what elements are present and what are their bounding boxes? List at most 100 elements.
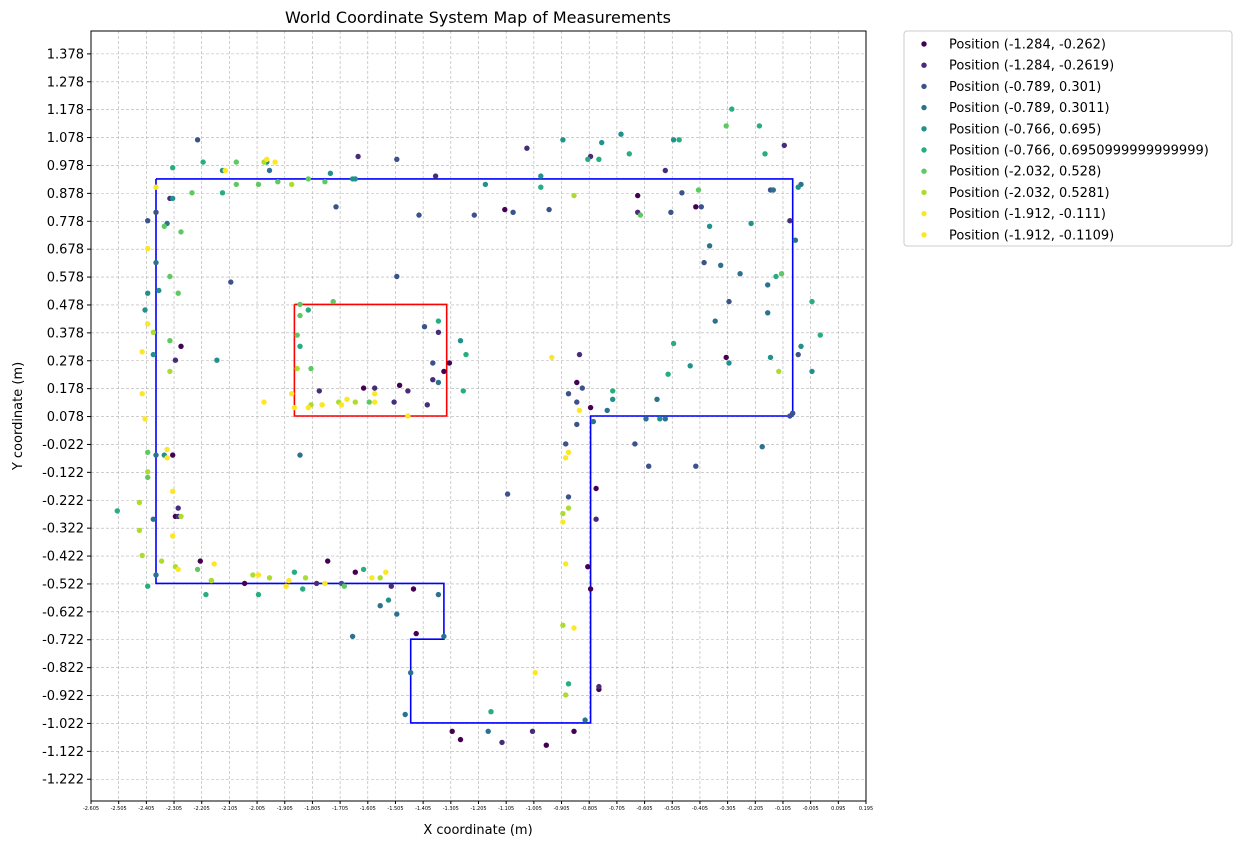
y-tick-label: -1.222 [42, 773, 84, 788]
scatter-point [402, 711, 408, 718]
scatter-point [737, 271, 743, 277]
scatter-point [668, 209, 674, 215]
scatter-point [302, 575, 309, 581]
scatter-point [136, 499, 143, 506]
scatter-point [264, 156, 270, 162]
scatter-point [441, 368, 447, 375]
scatter-point [626, 151, 632, 157]
scatter-point [565, 681, 572, 687]
y-tick-label: 1.078 [47, 131, 84, 146]
scatter-point [726, 360, 732, 366]
scatter-point [275, 179, 281, 185]
scatter-point [773, 273, 779, 280]
scatter-point [383, 569, 389, 575]
scatter-point [338, 402, 345, 408]
scatter-point [457, 736, 464, 743]
scatter-point [214, 357, 220, 363]
scatter-point [817, 332, 823, 338]
scatter-point [485, 728, 491, 734]
scatter-point [643, 416, 649, 422]
scatter-point [563, 561, 569, 567]
scatter-point [305, 176, 311, 182]
scatter-point [289, 181, 295, 188]
x-tick-label: -0.905 [553, 806, 569, 812]
scatter-point [325, 558, 331, 564]
scatter-point [610, 388, 616, 394]
scatter-point [145, 469, 151, 475]
scatter-point [538, 184, 544, 190]
scatter-point [646, 463, 652, 469]
red-box [293, 303, 448, 417]
scatter-point [170, 452, 176, 458]
scatter-point [599, 139, 605, 146]
scatter-point [291, 404, 298, 411]
scatter-point [770, 187, 776, 193]
scatter-point [297, 343, 303, 349]
scatter-point [430, 377, 436, 383]
legend-entry: Position (-0.789, 0.301) [949, 80, 1101, 95]
x-tick-label: -2.005 [249, 806, 265, 812]
scatter-point [360, 385, 367, 391]
scatter-point [352, 399, 358, 405]
scatter-point [341, 583, 347, 589]
scatter-point [316, 388, 322, 394]
scatter-point [150, 329, 156, 335]
scatter-point [413, 630, 419, 637]
scatter-point [565, 449, 572, 455]
x-tick-label: -0.005 [803, 806, 819, 812]
y-tick-label: -0.522 [42, 577, 84, 592]
x-tick-label: -1.605 [360, 806, 376, 812]
scatter-point [723, 123, 729, 129]
legend-frame [903, 30, 1233, 247]
scatter-point [170, 533, 176, 539]
scatter-point [560, 519, 566, 525]
legend-marker [921, 147, 927, 153]
y-tick-label: -1.122 [42, 745, 84, 760]
y-tick-label: 0.878 [47, 187, 84, 202]
legend-marker [921, 210, 927, 217]
scatter-point [344, 396, 350, 402]
scatter-point [261, 399, 267, 405]
legend-entry: Position (-1.284, -0.262) [949, 38, 1106, 53]
scatter-point [255, 591, 262, 598]
scatter-point [145, 218, 151, 224]
y-tick-label: -1.022 [42, 717, 84, 732]
x-tick-label: -1.905 [277, 806, 293, 812]
y-tick-label: 1.278 [47, 75, 84, 90]
legend-marker [921, 168, 927, 174]
legend: Position (-1.284, -0.262) Position (-1.28… [903, 30, 1233, 247]
scatter-point [795, 351, 801, 358]
scatter-point [488, 709, 494, 715]
x-tick-label: -0.805 [581, 806, 597, 812]
scatter-point [587, 586, 594, 592]
scatter-point [272, 159, 278, 165]
y-tick-label: 0.278 [47, 354, 84, 369]
scatter-point [178, 343, 184, 349]
scatter-point [424, 402, 430, 408]
scatter-point [233, 181, 239, 188]
scatter-point [139, 391, 145, 397]
scatter-point [145, 449, 151, 455]
scatter-point [435, 329, 442, 335]
grid-lines [90, 31, 867, 801]
scatter-point [266, 167, 273, 174]
scatter-point [587, 404, 594, 411]
x-tick-label: -2.205 [194, 806, 210, 812]
scatter-point [726, 298, 732, 305]
scatter-point [355, 153, 361, 160]
scatter-point [560, 622, 566, 628]
legend-marker [921, 126, 927, 132]
scatter-point [197, 558, 203, 564]
x-tick-label: -2.105 [221, 806, 237, 812]
scatter-point [593, 516, 599, 522]
scatter-points [114, 106, 823, 748]
legend-marker [921, 232, 927, 238]
y-tick-label: -0.022 [42, 438, 84, 453]
scatter-point [385, 597, 392, 603]
scatter-point [457, 338, 464, 344]
scatter-point [297, 301, 303, 308]
scatter-point [322, 580, 328, 587]
scatter-point [410, 586, 417, 592]
x-tick-label: -2.405 [138, 806, 154, 812]
